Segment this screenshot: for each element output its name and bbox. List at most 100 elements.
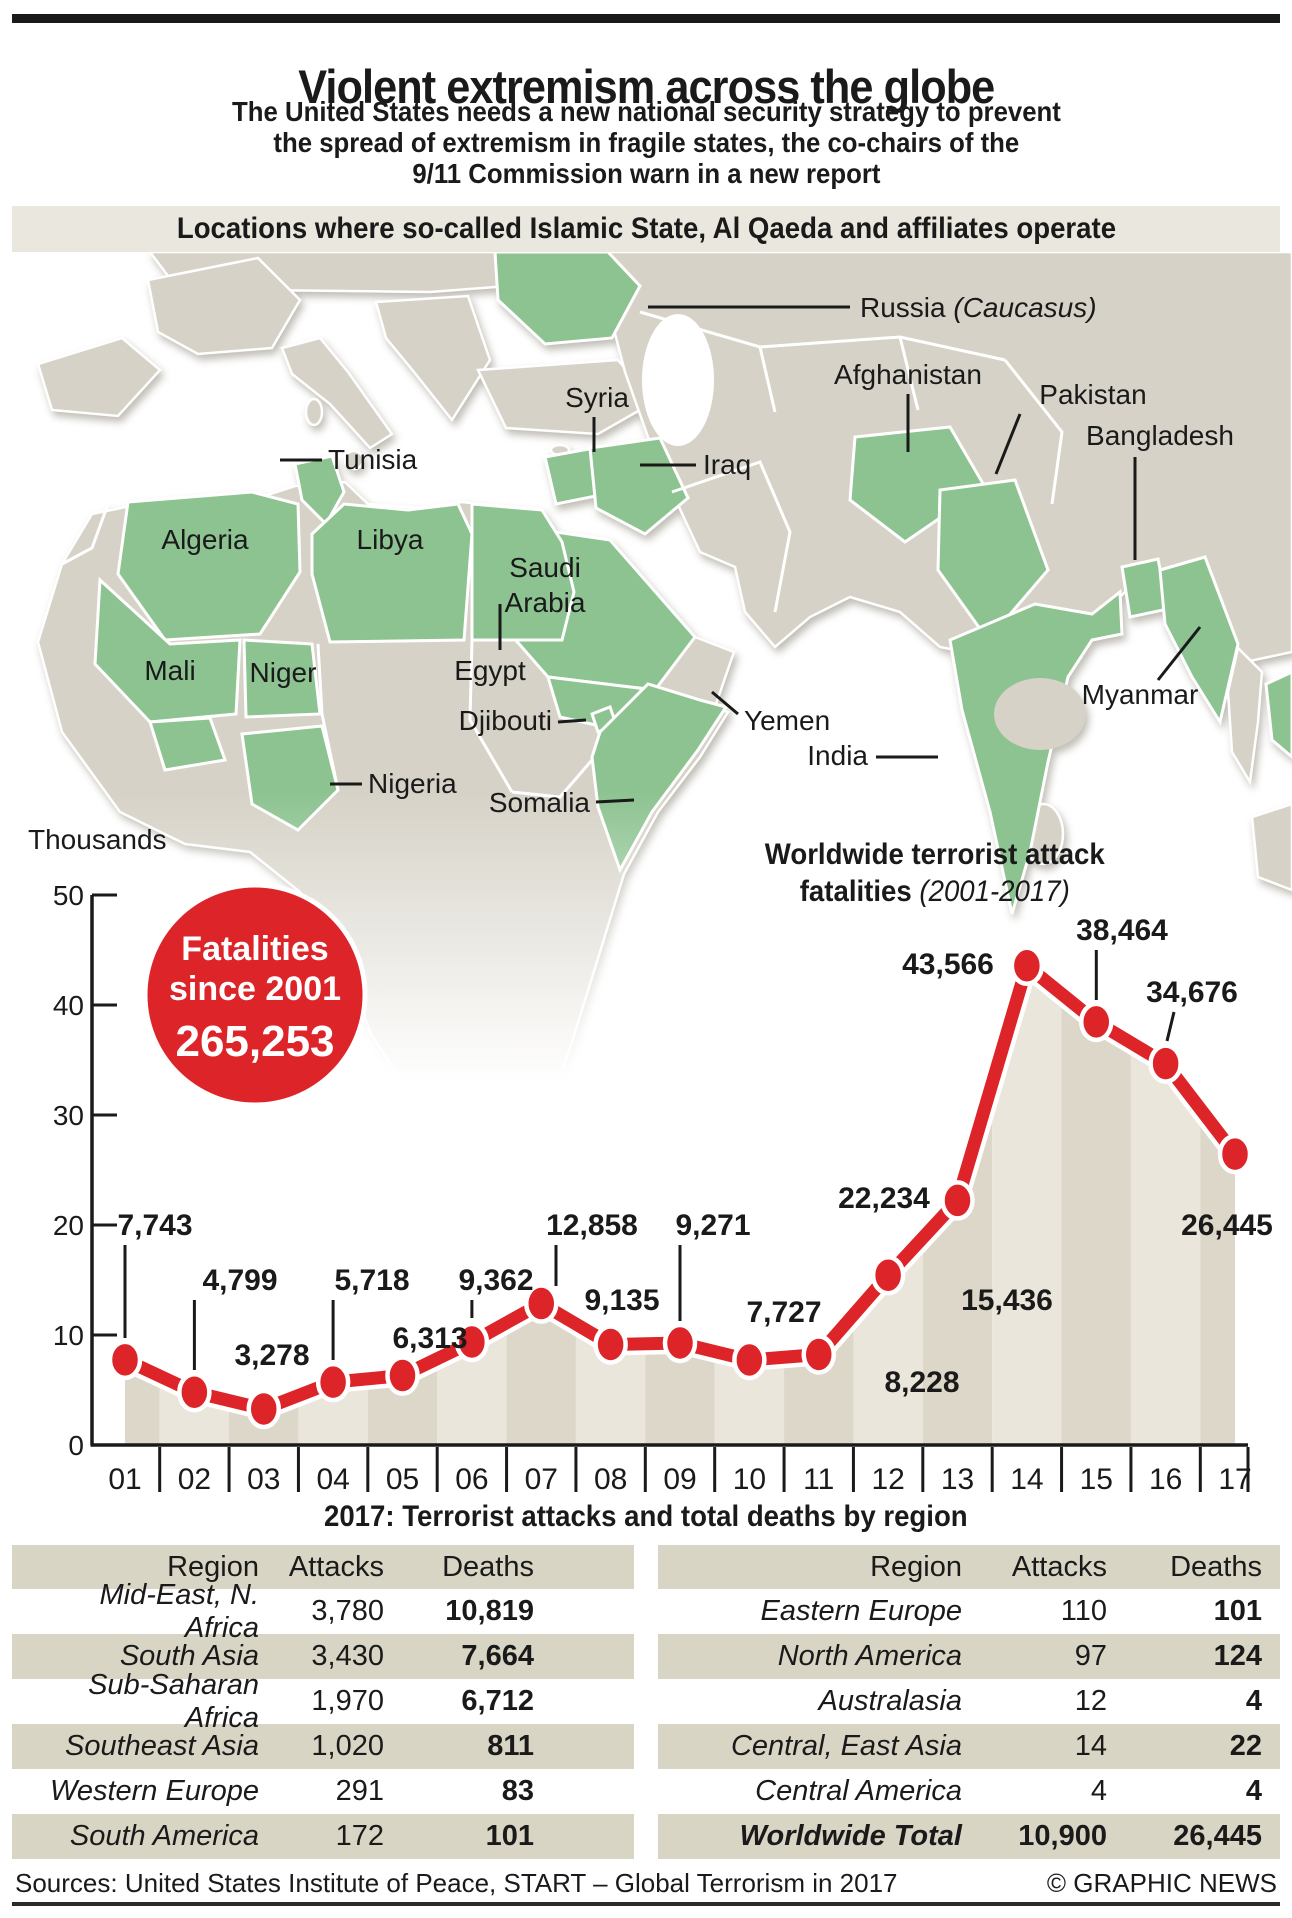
border-line-sudan-west [468,639,514,793]
landmass-turkey [476,358,656,436]
x-tick-label-04: 04 [316,1463,349,1496]
x-tick-label-11: 11 [803,1463,834,1496]
table-row: Central, East Asia 14 22 [658,1724,1280,1769]
table-row: Western Europe 291 83 [49,1775,534,1807]
column-header-region: Region [167,1550,259,1583]
border-line-stans-1 [758,346,777,413]
country-burkina [148,716,228,772]
landmass-balkans [374,294,492,423]
badge-line1: Fatalities [181,930,328,968]
column-header-deaths: Deaths [1170,1550,1262,1583]
data-point-2005 [385,1355,420,1396]
value-label-2006: 9,362 [458,1264,533,1297]
x-tick-label-13: 13 [941,1463,974,1496]
map-label-saudi-line1: Saudi [509,552,581,583]
map-label-pakistan: Pakistan [1039,379,1146,410]
country-pakistan [936,478,1050,643]
x-tick-label-06: 06 [455,1463,488,1496]
x-tick-label-07: 07 [525,1463,558,1496]
table-row: North America 97 124 [658,1634,1280,1679]
x-tick-label-14: 14 [1010,1463,1043,1496]
map-label-myanmar: Myanmar [1082,679,1199,710]
data-point-2017 [1217,1133,1253,1175]
country-philippines [1264,670,1292,759]
map-label-algeria: Algeria [161,524,249,555]
badge-line2: since 2001 [169,970,341,1008]
map-label-egypt: Egypt [454,655,526,686]
data-point-2012 [870,1254,906,1296]
value-label-2014: 43,566 [902,948,994,981]
country-mali [93,576,242,724]
landmass-iberia [36,336,162,418]
leader-yemen [711,690,739,716]
y-tick-label: 40 [53,990,84,1021]
map-label-russia: Russia (Caucasus) [860,292,1097,323]
bottom-rule [12,1902,1280,1906]
map-label-niger: Niger [250,657,317,688]
data-point-2006 [454,1321,490,1363]
country-tunisia [293,454,346,527]
landmass-sardinia [304,397,324,427]
y-tick-label: 30 [53,1100,84,1131]
map-label-iraq: Iraq [703,449,751,480]
data-point-2003 [246,1388,281,1430]
map-label-syria: Syria [565,382,629,413]
map-label-yemen: Yemen [744,705,830,736]
map-label-bangladesh: Bangladesh [1086,420,1234,451]
data-point-2001 [107,1339,143,1381]
landmass-central-europe [146,256,302,356]
landmass-borneo [1250,802,1292,892]
table-row: Sub-Saharan Africa 1,970 6,712 [88,1668,534,1734]
table-row: Mid-East, N. Africa 3,780 10,819 [99,1578,534,1644]
data-point-2014 [1009,945,1045,987]
chart-title: Worldwide terrorist attack fatalities (2… [700,836,1170,910]
table-row-worldwide-total: Worldwide Total 10,900 26,445 [658,1814,1280,1859]
value-label-2015: 38,464 [1076,914,1168,947]
y-tick-label: 20 [53,1210,84,1241]
caspian-sea [642,314,714,446]
y-tick-label: 0 [68,1430,84,1461]
x-tick-label-15: 15 [1080,1463,1113,1496]
data-point-2002 [177,1371,212,1413]
badge-circle [142,882,368,1108]
map-label-somalia: Somalia [489,787,591,818]
x-tick-label-09: 09 [663,1463,696,1496]
data-point-2013 [940,1180,975,1221]
y-tick-label: 10 [53,1320,84,1351]
value-label-2016: 34,676 [1146,976,1238,1009]
value-label-2005: 6,313 [392,1322,467,1355]
world-map: Russia (Caucasus) Afghanistan Pakistan B… [0,252,1292,1112]
credit-text: © GRAPHIC NEWS [1046,1868,1277,1898]
top-rule [12,14,1280,23]
country-india [948,589,1124,915]
column-header-deaths: Deaths [442,1550,534,1583]
value-label-2010: 7,727 [746,1296,821,1329]
page-title: Violent extremism across the globe [297,60,995,114]
value-label-2004: 5,718 [334,1264,409,1297]
map-section-banner: Locations where so-called Islamic State,… [12,206,1280,252]
value-label-2008: 9,135 [584,1284,659,1317]
map-label-tunisia: Tunisia [328,444,418,475]
region-table-left: Region Attacks Deaths Mid-East, N. Afric… [12,1545,634,1859]
x-tick-label-01: 01 [108,1463,141,1496]
subtitle: The United States needs a new national s… [0,96,1292,189]
x-tick-label-02: 02 [178,1463,211,1496]
fatalities-line-chart: 50 40 30 20 10 0 01 02 03 04 05 06 07 08 09 10 11 12 13 14 1… [53,880,1273,1496]
x-tick-label-16: 16 [1149,1463,1182,1496]
map-label-libya: Libya [357,524,424,555]
data-point-2010 [732,1339,767,1381]
country-niger [242,638,322,719]
x-tick-label-10: 10 [733,1463,766,1496]
data-point-2009 [662,1322,698,1364]
value-label-2001: 7,743 [117,1209,192,1242]
border-line-stans-2 [898,336,920,411]
leader-somalia [595,798,635,804]
leader-djibouti [557,718,587,724]
border-line-chad [316,643,340,791]
subtitle-line-3: 9/11 Commission warn in a new report [411,158,881,189]
table-section-title: 2017: Terrorist attacks and total deaths… [324,1500,968,1533]
data-point-2007 [524,1283,559,1324]
value-label-2009: 9,271 [675,1209,750,1242]
